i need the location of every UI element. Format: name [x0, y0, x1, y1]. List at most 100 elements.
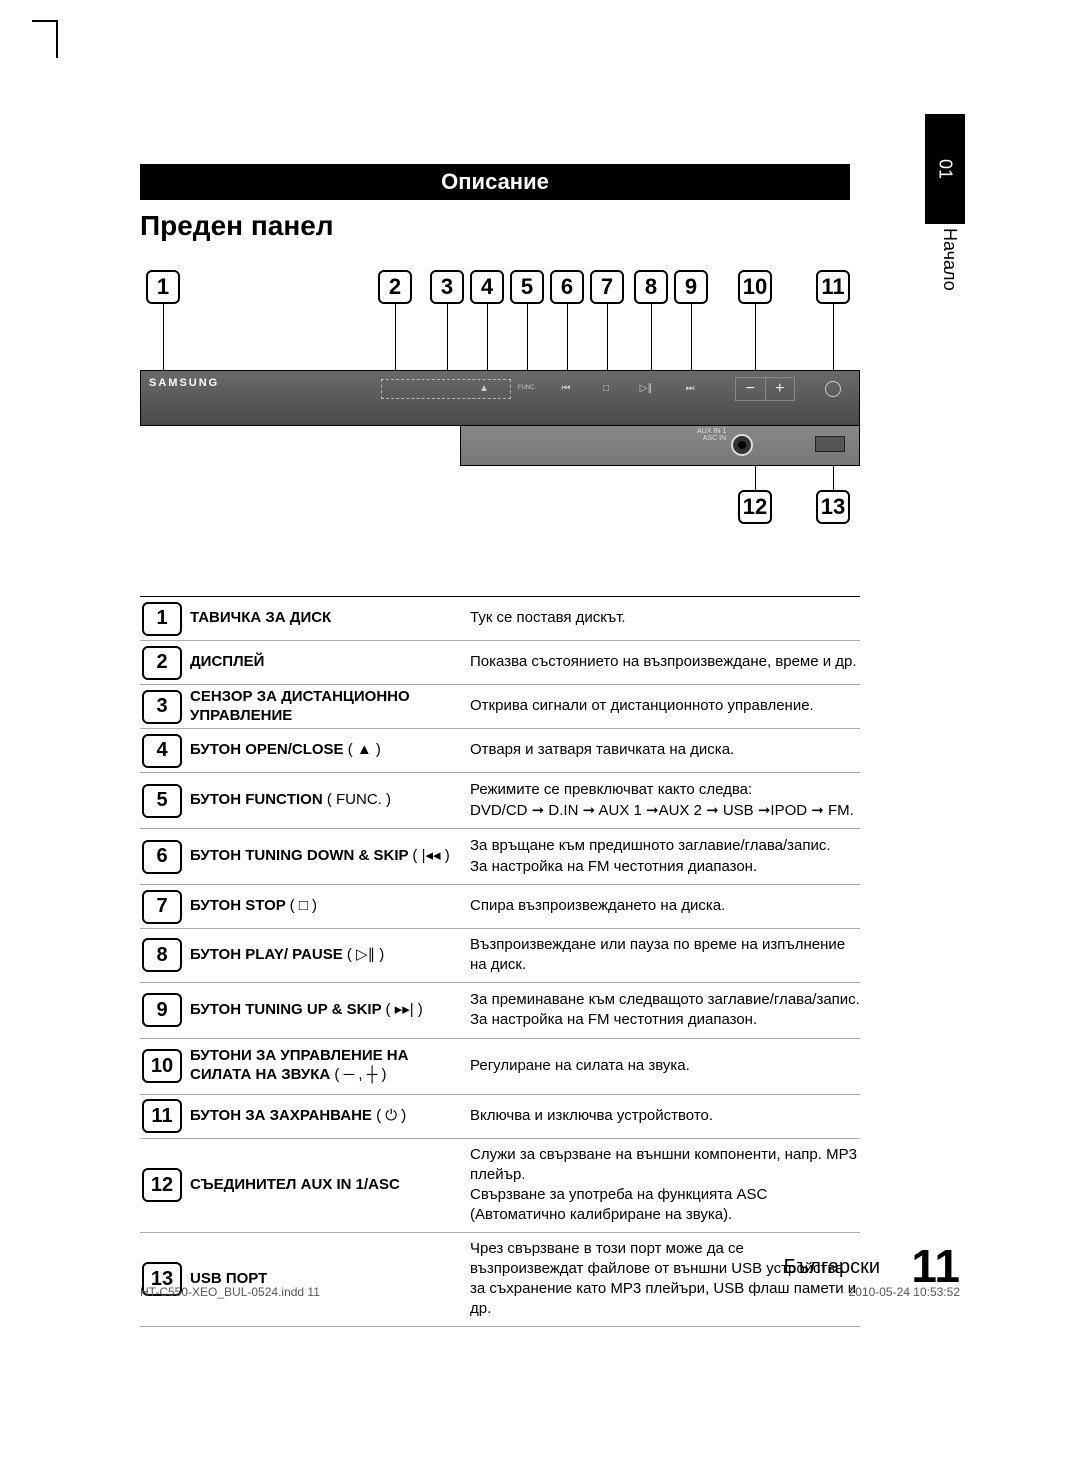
section-tab: 01: [925, 114, 965, 224]
row-description: За преминаване към следващото заглавие/г…: [470, 984, 860, 1037]
callout-line: [755, 304, 756, 370]
usb-port-icon: [815, 436, 845, 452]
callout-line: [163, 304, 164, 370]
panel-button-icon: ⏭: [685, 383, 695, 393]
callout-10: 10: [738, 270, 772, 304]
power-icon: [825, 381, 841, 397]
row-number: 10: [142, 1049, 182, 1083]
callout-line: [527, 304, 528, 370]
row-label-icon: ( FUNC. ): [327, 791, 391, 808]
row-description: Чрез свързване в този порт може да се въ…: [470, 1233, 860, 1326]
row-description: Показва състоянието на възпроизвеждане, …: [470, 646, 860, 678]
table-row: 12 СЪЕДИНИТЕЛ AUX IN 1/ASCСлужи за свързв…: [140, 1139, 860, 1233]
row-number: 11: [142, 1099, 182, 1133]
callout-5: 5: [510, 270, 544, 304]
row-number: 7: [142, 890, 182, 924]
row-number: 5: [142, 784, 182, 818]
table-row: 4 БУТОН OPEN/CLOSE ( ▲ )Отваря и затваря …: [140, 729, 860, 773]
panel-button-icon: ▲: [479, 383, 489, 393]
device-display: [381, 379, 511, 399]
callout-2: 2: [378, 270, 412, 304]
callout-1: 1: [146, 270, 180, 304]
table-row: 8БУТОН PLAY/ PAUSE ( ▷∥ )Възпроизвеждане…: [140, 929, 860, 983]
row-label-icon: ( ▷∥ ): [347, 946, 384, 963]
row-label: БУТОН ЗА ЗАХРАНВАНЕ ( ⏻ ): [190, 1107, 470, 1126]
row-label-icon: ( ⏻ ): [376, 1107, 406, 1124]
crop-mark: [32, 20, 58, 22]
page-title-bar: Описание: [140, 164, 850, 200]
callout-row-top: 1234567891011: [140, 270, 860, 310]
vol-minus-icon: −: [736, 378, 766, 400]
section-tab-label: Начало: [930, 228, 960, 291]
callout-row-bottom: 12 13: [140, 490, 860, 530]
jack-label: AUX IN 1 ASC IN: [697, 428, 726, 442]
table-row: 13USB ПОРТЧрез свързване в този порт мож…: [140, 1233, 860, 1327]
callout-line: [833, 466, 834, 490]
row-label: БУТОН OPEN/CLOSE ( ▲ ): [190, 741, 470, 760]
callout-line: [567, 304, 568, 370]
row-label: БУТОН PLAY/ PAUSE ( ▷∥ ): [190, 946, 470, 965]
row-number: 1: [142, 602, 182, 636]
row-label-icon: ( ─ , ┼ ): [334, 1066, 386, 1083]
row-number: 12: [142, 1168, 182, 1202]
device-body: SAMSUNG ▲FUNC.⏮□▷∥⏭ − +: [140, 370, 860, 426]
table-row: 9 БУТОН TUNING UP & SKIP ( ▸▸| )За премин…: [140, 983, 860, 1039]
callout-line: [691, 304, 692, 370]
row-label: СЪЕДИНИТЕЛ AUX IN 1/ASC: [190, 1176, 470, 1195]
callout-9: 9: [674, 270, 708, 304]
row-label: БУТОН STOP ( □ ): [190, 897, 470, 916]
panel-button-icon: FUNC.: [515, 383, 539, 393]
footer-language: Български: [784, 1256, 880, 1279]
row-description: Служи за свързване на външни компоненти,…: [470, 1139, 860, 1232]
callout-6: 6: [550, 270, 584, 304]
footer-file: HT-C550-XEO_BUL-0524.indd 11: [140, 1285, 320, 1299]
row-label: БУТОН TUNING DOWN & SKIP ( |◂◂ ): [190, 847, 470, 866]
row-description: Открива сигнали от дистанционното управл…: [470, 690, 860, 722]
panel-button-icon: □: [601, 383, 611, 393]
table-row: 7 БУТОН STOP ( □ )Спира възпроизвеждането…: [140, 885, 860, 929]
device-lower: AUX IN 1 ASC IN: [460, 426, 860, 466]
table-row: 2ДИСПЛЕЙПоказва състоянието на възпроизв…: [140, 641, 860, 685]
callout-line: [833, 304, 834, 370]
callout-line: [487, 304, 488, 370]
callout-7: 7: [590, 270, 624, 304]
brand-label: SAMSUNG: [149, 377, 219, 389]
row-description: Спира възпроизвеждането на диска.: [470, 890, 860, 922]
page: 01 Начало Описание Преден панел 12345678…: [0, 0, 1080, 1479]
row-number: 9: [142, 993, 182, 1027]
row-description: Регулиране на силата на звука.: [470, 1050, 860, 1082]
page-subtitle: Преден панел: [140, 210, 334, 242]
row-label: ТАВИЧКА ЗА ДИСК: [190, 609, 470, 628]
callout-line: [447, 304, 448, 370]
table-row: 3СЕНЗОР ЗА ДИСТАНЦИОННО УПРАВЛЕНИЕОткрив…: [140, 685, 860, 729]
row-description: За връщане към предишното заглавие/глава…: [470, 830, 860, 883]
row-description: Тук се поставя дискът.: [470, 602, 860, 634]
row-label: ДИСПЛЕЙ: [190, 653, 470, 672]
row-number: 8: [142, 938, 182, 972]
callout-line: [651, 304, 652, 370]
row-number: 4: [142, 734, 182, 768]
table-row: 11 БУТОН ЗА ЗАХРАНВАНЕ ( ⏻ )Включва и изк…: [140, 1095, 860, 1139]
parts-table: 1 ТАВИЧКА ЗА ДИСКТук се поставя дискът. 2Д…: [140, 596, 860, 1327]
row-description: Отваря и затваря тавичката на диска.: [470, 734, 860, 766]
panel-button-icon: ▷∥: [641, 383, 651, 393]
row-description: Включва и изключва устройството.: [470, 1100, 860, 1132]
crop-mark: [56, 20, 58, 58]
front-panel-diagram: 1234567891011 SAMSUNG ▲FUNC.⏮□▷∥⏭ − + AU…: [140, 270, 860, 570]
volume-control: − +: [735, 377, 795, 401]
callout-12: 12: [738, 490, 772, 524]
callout-13: 13: [816, 490, 850, 524]
callout-3: 3: [430, 270, 464, 304]
table-row: 10БУТОНИ ЗА УПРАВЛЕНИЕ НА СИЛАТА НА ЗВУК…: [140, 1039, 860, 1095]
row-label: БУТОН TUNING UP & SKIP ( ▸▸| ): [190, 1001, 470, 1020]
callout-line: [607, 304, 608, 370]
row-number: 3: [142, 690, 182, 724]
row-number: 6: [142, 840, 182, 874]
callout-8: 8: [634, 270, 668, 304]
callout-line: [755, 466, 756, 490]
vol-plus-icon: +: [766, 378, 795, 400]
row-label-icon: ( □ ): [290, 897, 317, 914]
row-description: Режимите се превключват както следва:DVD…: [470, 774, 860, 827]
callout-11: 11: [816, 270, 850, 304]
table-row: 5БУТОН FUNCTION ( FUNC. )Режимите се пре…: [140, 773, 860, 829]
